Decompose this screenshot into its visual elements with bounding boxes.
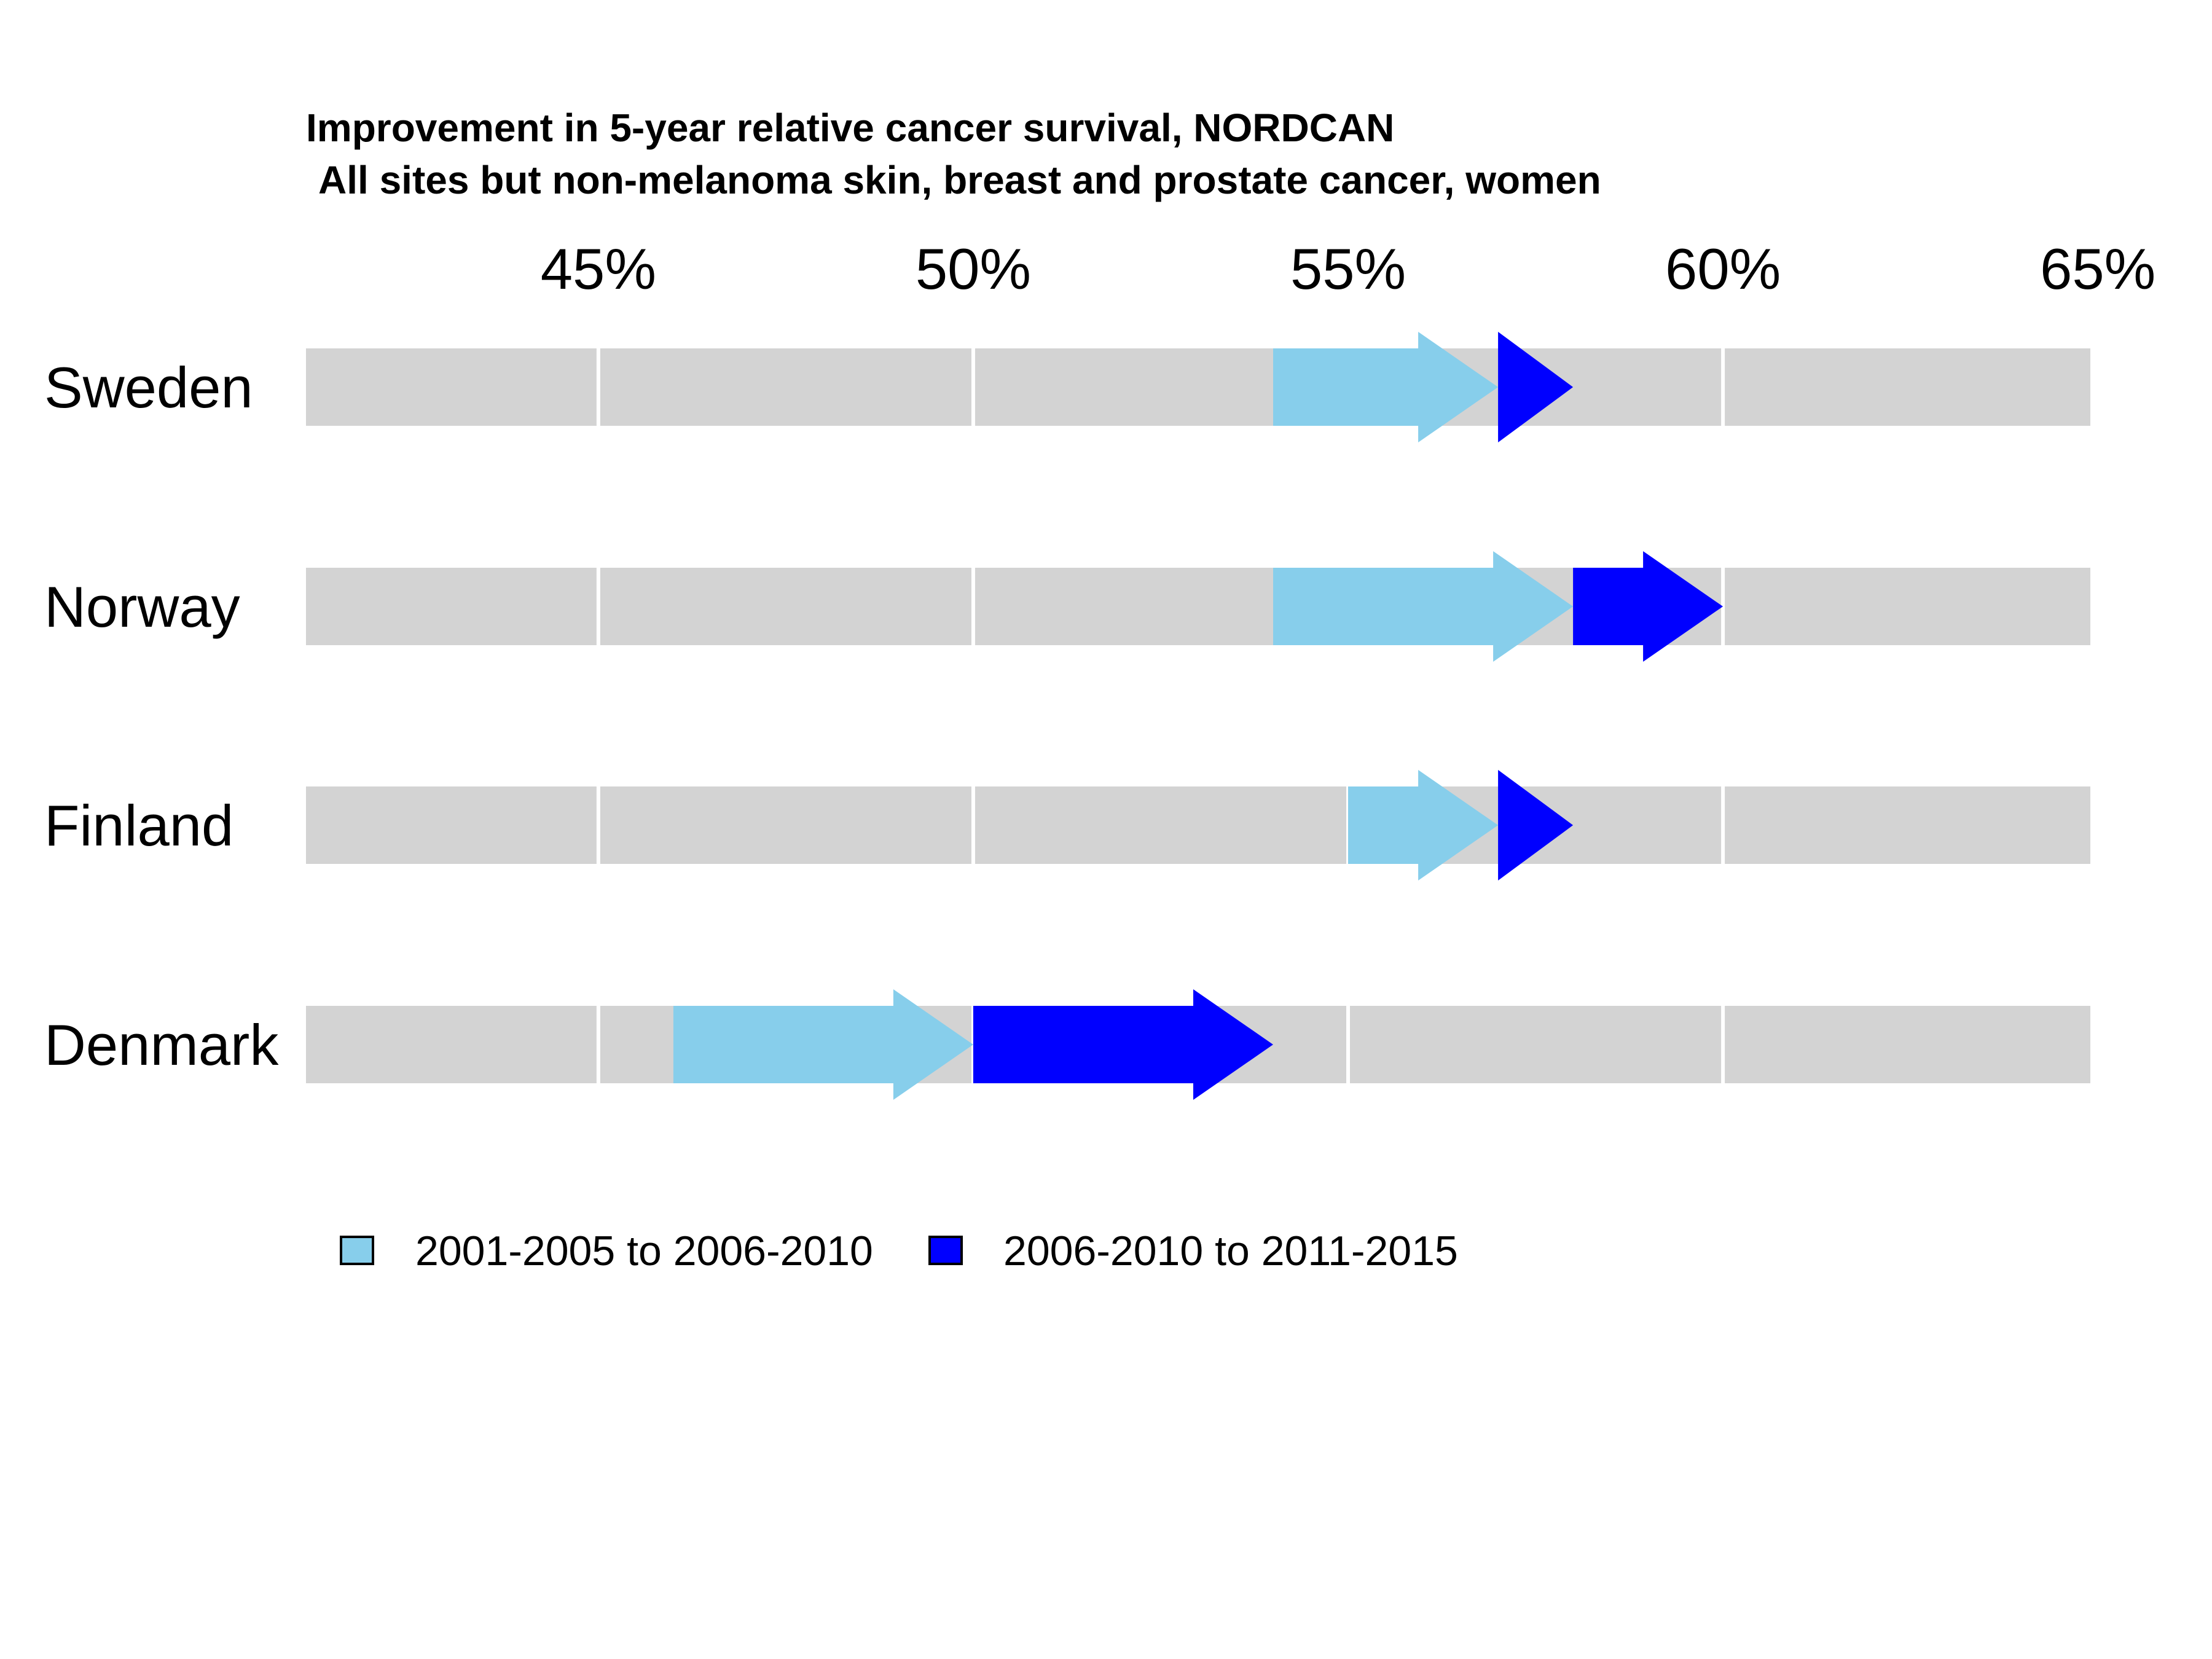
country-bands: [306, 348, 2090, 1083]
country-band: [306, 786, 2090, 864]
country-label: Sweden: [44, 355, 253, 420]
legend-swatch: [340, 1236, 374, 1265]
arrow-series-1-norway: [1273, 551, 1574, 662]
country-band: [306, 568, 2090, 645]
arrow-series-2-denmark: [973, 989, 1273, 1100]
x-tick-label: 65%: [2040, 237, 2155, 301]
country-band: [306, 348, 2090, 426]
arrow-series: [673, 332, 1724, 1100]
chart-subtitle: All sites but non-melanoma skin, breast …: [318, 158, 1601, 202]
legend: 2001-2005 to 2006-2010 2006-2010 to 2011-…: [340, 1228, 1458, 1274]
arrow-series-2-norway: [1573, 551, 1724, 662]
x-axis-ticks: 45% 50% 55% 60% 65%: [541, 237, 2155, 301]
arrow-series-2-finland: [1498, 770, 1574, 880]
x-tick-label: 45%: [541, 237, 656, 301]
arrow-series-1-denmark: [673, 989, 973, 1100]
arrow-series-1-finland: [1348, 770, 1499, 880]
arrow-series-2-sweden: [1498, 332, 1574, 442]
legend-label: 2006-2010 to 2011-2015: [1003, 1228, 1458, 1274]
x-tick-label: 50%: [916, 237, 1031, 301]
arrow-series-1-sweden: [1273, 332, 1499, 442]
chart-title: Improvement in 5-year relative cancer su…: [306, 106, 1394, 150]
x-tick-label: 60%: [1665, 237, 1781, 301]
legend-swatch: [928, 1236, 963, 1265]
country-label: Norway: [44, 575, 240, 639]
country-label: Denmark: [44, 1013, 279, 1077]
country-label: Finland: [44, 793, 233, 858]
legend-label: 2001-2005 to 2006-2010: [415, 1228, 873, 1274]
country-labels: Sweden Norway Finland Denmark: [44, 355, 279, 1077]
x-tick-label: 55%: [1290, 237, 1406, 301]
